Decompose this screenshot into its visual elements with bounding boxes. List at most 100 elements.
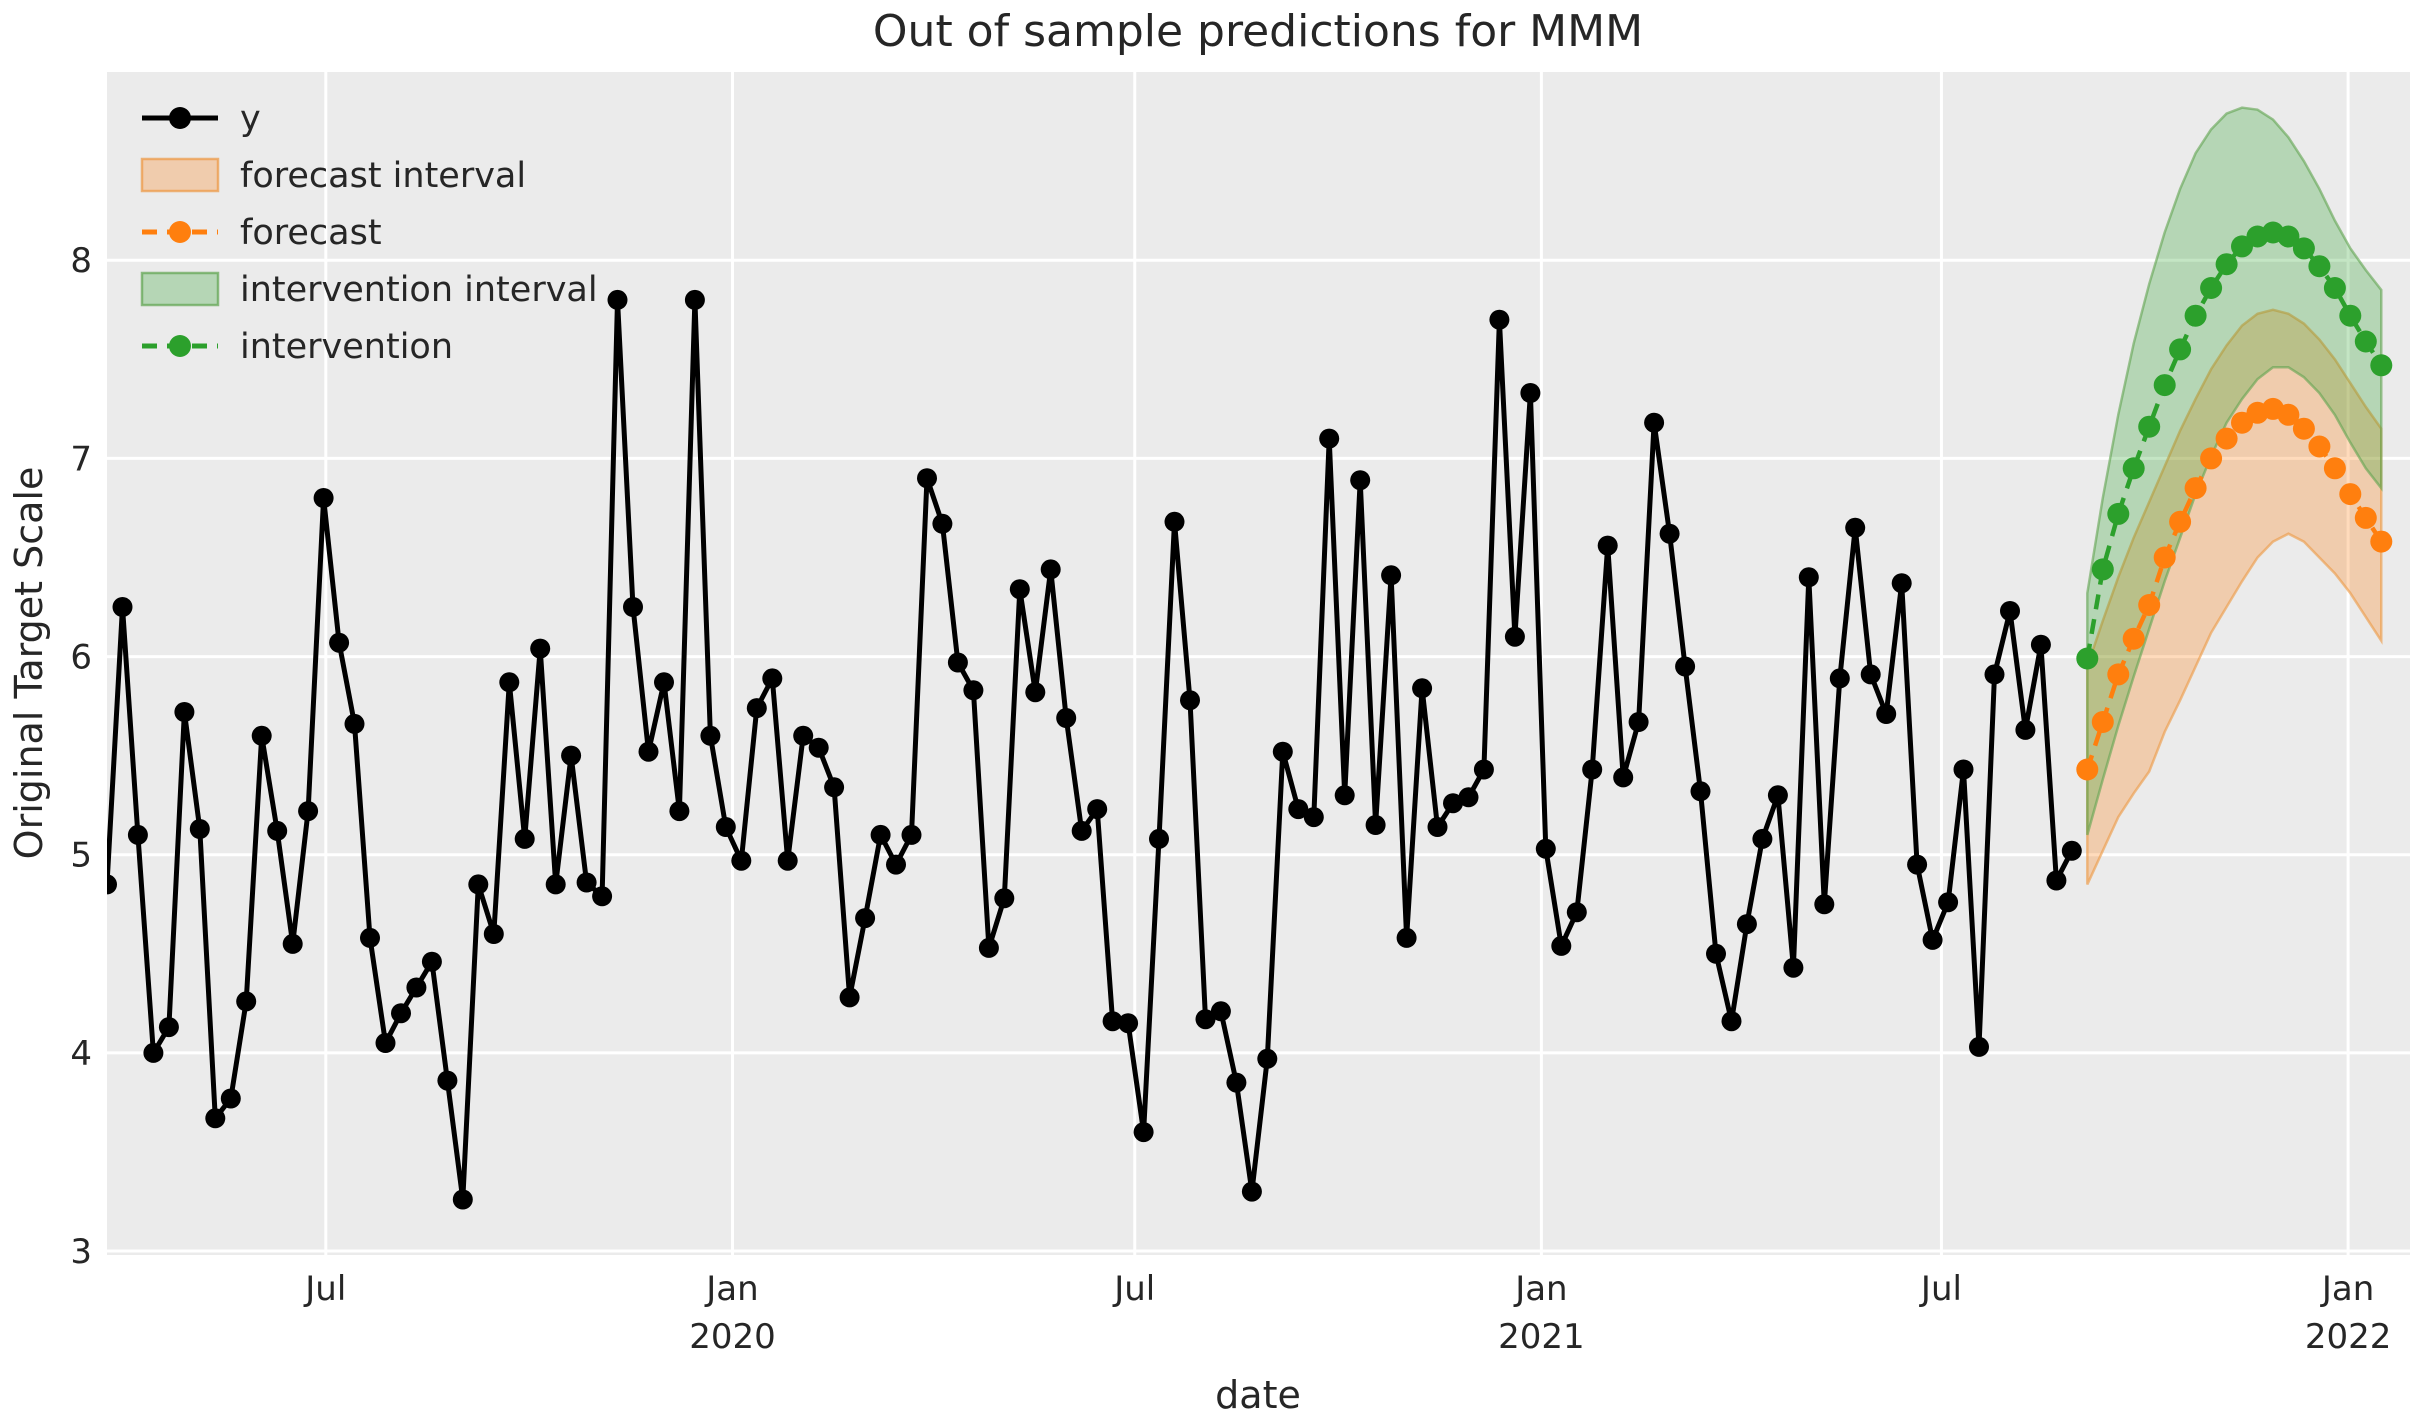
series-y-marker	[1628, 712, 1649, 732]
plot-area	[107, 72, 2410, 1255]
series-intervention-marker	[2339, 304, 2362, 327]
series-y-marker	[1938, 892, 1959, 913]
series-intervention-marker	[2184, 304, 2207, 327]
series-y-marker	[1675, 656, 1696, 677]
series-y-marker	[1241, 1181, 1262, 1202]
series-forecast-marker	[2308, 435, 2331, 458]
series-y-marker	[1087, 799, 1108, 820]
series-intervention-marker	[2323, 277, 2346, 299]
series-y-marker	[437, 1070, 458, 1091]
series-y-marker	[855, 908, 876, 929]
series-y-marker	[1334, 785, 1355, 806]
series-forecast-marker	[2138, 594, 2161, 616]
series-y-marker	[1984, 664, 2005, 685]
series-y-marker	[391, 1003, 411, 1024]
series-y-marker	[2046, 870, 2067, 891]
series-y-marker	[1613, 767, 1634, 788]
tick-labels: 3 4 5 6 7 8 Jul Jan 2020 Jul Jan 2021 Jul Jan 2022	[70, 241, 2391, 1357]
series-y-marker	[406, 977, 427, 998]
series-y-marker	[654, 672, 674, 693]
series-y-marker	[808, 737, 829, 758]
series-intervention-marker	[2308, 255, 2331, 278]
series-y-marker	[576, 872, 597, 893]
series-y-marker	[1907, 854, 1928, 875]
series-y-marker	[1056, 708, 1077, 728]
legend-item-forecast-interval: forecast interval	[140, 156, 526, 196]
series-y-marker	[545, 874, 566, 895]
legend-item-y: y	[142, 99, 261, 139]
series-y-marker	[499, 672, 520, 693]
legend-label: intervention	[240, 327, 453, 367]
series-y-marker	[623, 597, 643, 617]
series-intervention-marker	[2091, 558, 2114, 581]
y-tick-label: 8	[70, 241, 92, 281]
series-y-marker	[1566, 902, 1587, 923]
series-y-marker	[1891, 573, 1912, 594]
series-y-marker	[313, 488, 334, 508]
series-y-marker	[607, 289, 628, 310]
series-forecast-marker	[2200, 447, 2223, 470]
x-tick-label: Jan	[704, 1269, 758, 1309]
series-y-marker	[978, 937, 999, 958]
series-y-marker	[1133, 1122, 1154, 1143]
series-intervention-marker	[2122, 457, 2145, 480]
series-y-marker	[298, 801, 319, 822]
series-y-marker	[1504, 626, 1525, 647]
series-y-marker	[1969, 1036, 1989, 1057]
series-y-marker	[1381, 565, 1402, 586]
y-tick-label: 4	[70, 1034, 92, 1074]
series-y-marker	[1876, 704, 1897, 724]
series-y-marker	[1257, 1048, 1278, 1069]
series-y-marker	[2000, 601, 2020, 621]
series-y-marker	[1412, 678, 1433, 699]
y-tick-label: 7	[70, 439, 92, 479]
series-forecast-marker	[2107, 663, 2130, 686]
series-intervention-marker	[2076, 647, 2099, 670]
patch-icon	[140, 157, 220, 193]
series-y-marker	[1350, 470, 1371, 491]
series-y-marker	[793, 725, 814, 746]
series-y-marker	[1721, 1011, 1742, 1032]
series-y-marker	[107, 874, 117, 895]
series-y-marker	[1736, 914, 1757, 935]
series-forecast	[2076, 397, 2393, 781]
x-tick-label: Jul	[1112, 1269, 1155, 1309]
legend-label: forecast	[240, 213, 382, 253]
series-y-marker	[917, 468, 937, 489]
series-y-marker	[1102, 1011, 1123, 1032]
series-y-marker	[1272, 741, 1293, 762]
x-tick-sublabel: 2020	[689, 1317, 776, 1357]
x-tick-label: Jul	[1919, 1269, 1962, 1309]
series-y-marker	[267, 820, 288, 841]
series-y-marker	[1226, 1072, 1247, 1093]
series-y-marker	[143, 1042, 164, 1063]
x-tick-label: Jul	[303, 1269, 346, 1309]
series-forecast-marker	[2169, 510, 2192, 533]
legend: y forecast interval forecast intervention i…	[140, 99, 598, 367]
series-y-marker	[344, 713, 365, 734]
series-y-marker	[1071, 820, 1092, 841]
series-y-marker	[870, 824, 891, 845]
series-y-marker	[1040, 559, 1061, 580]
series-y-marker	[2030, 634, 2051, 655]
series-intervention-marker	[2107, 502, 2130, 525]
series-y-marker	[1690, 781, 1711, 802]
series-y-marker	[1659, 523, 1680, 544]
series-y-marker	[824, 777, 845, 798]
series-y-marker	[1025, 682, 1046, 703]
x-tick-label: Jan	[1513, 1269, 1567, 1309]
series-y-marker	[1210, 1001, 1231, 1022]
series-intervention-marker	[2354, 330, 2377, 353]
intervention-interval-band	[2086, 106, 2383, 836]
series-y-marker	[483, 924, 504, 944]
series-y-marker	[1798, 567, 1819, 588]
series-y-marker	[1582, 759, 1603, 780]
series-y-marker	[1953, 759, 1974, 780]
series-y-marker	[932, 513, 953, 534]
series-y-marker	[1458, 787, 1479, 808]
series-forecast-marker	[2339, 483, 2362, 506]
series-forecast-marker	[2076, 758, 2099, 781]
series-y-marker	[329, 632, 350, 653]
series-y-marker	[839, 987, 860, 1008]
